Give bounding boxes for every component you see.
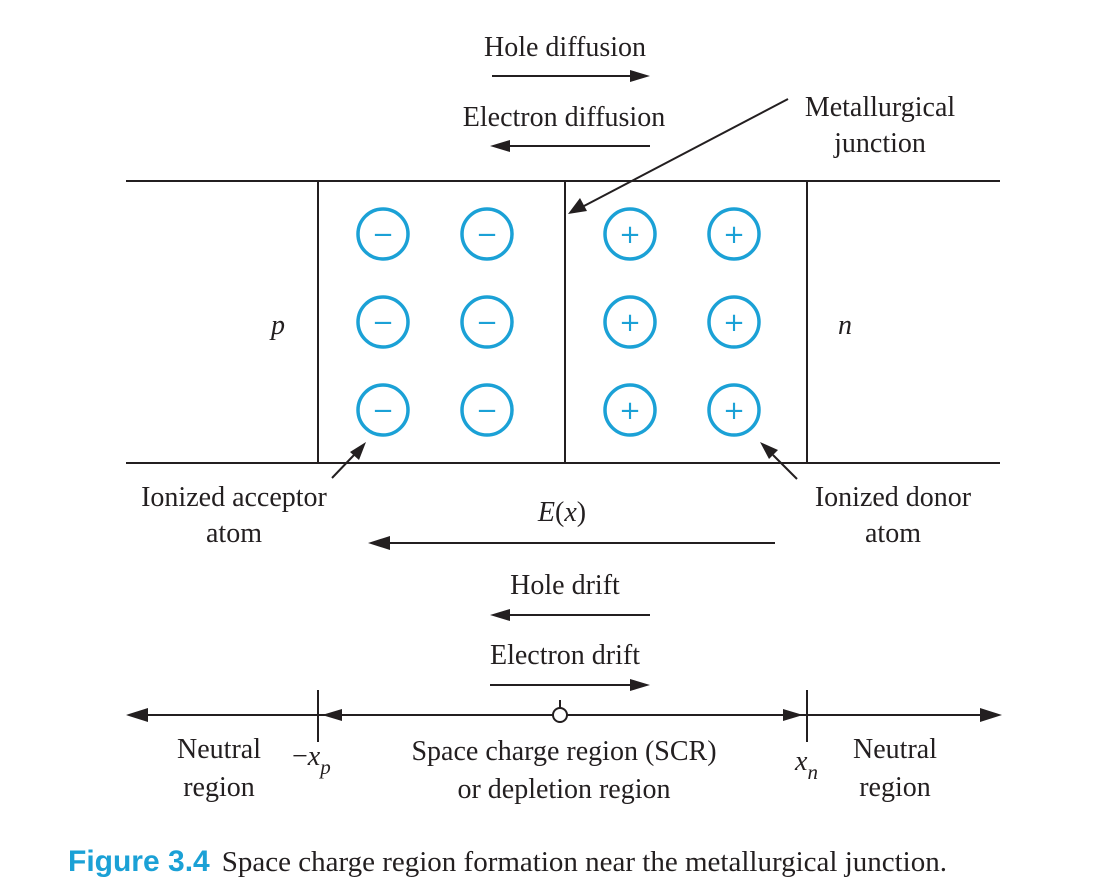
donor-pointer-arrow [760, 442, 798, 480]
neutral-region-left-line1: Neutral [177, 734, 261, 765]
electron-drift-arrow [490, 679, 650, 691]
neutral-region-right-line2: region [859, 772, 931, 803]
acceptor-ion: − [356, 207, 410, 261]
svg-text:−: − [372, 308, 394, 338]
svg-text:−: − [476, 308, 498, 338]
figure-caption: Figure 3.4 Space charge region formation … [68, 845, 947, 878]
svg-text:+: + [723, 396, 745, 426]
donor-ion: + [707, 383, 761, 437]
electron-diffusion-arrow [490, 140, 650, 152]
neutral-region-left-line2: region [183, 772, 255, 803]
semiconductor-bar [126, 180, 1000, 464]
svg-text:+: + [619, 308, 641, 338]
acceptor-ion: − [460, 383, 514, 437]
svg-text:−: − [372, 396, 394, 426]
caption-text: Space charge region formation near the m… [222, 846, 947, 878]
ionized-donor-label-line1: Ionized donor [815, 482, 972, 513]
acceptor-ion: − [460, 207, 514, 261]
acceptor-ion: − [356, 295, 410, 349]
minus-xp-label: −xp [292, 741, 331, 779]
donor-ion: + [603, 207, 657, 261]
acceptor-ion: − [356, 383, 410, 437]
metallurgical-junction-label-line2: junction [833, 128, 926, 159]
donor-ion: + [603, 295, 657, 349]
donor-ion: + [707, 295, 761, 349]
hole-diffusion-arrow [492, 70, 650, 82]
xn-label: xn [794, 746, 818, 784]
ionized-donors: + + + + + + [603, 207, 761, 437]
ionized-acceptors: − − − − − − [356, 207, 514, 437]
donor-ion: + [707, 207, 761, 261]
svg-text:+: + [619, 220, 641, 250]
svg-text:+: + [723, 308, 745, 338]
metallurgical-junction-pointer [568, 98, 789, 214]
region-axis [126, 690, 1002, 742]
metallurgical-junction-label-line1: Metallurgical [805, 92, 956, 123]
ionized-acceptor-label-line2: atom [206, 518, 262, 549]
ionized-donor-label-line2: atom [865, 518, 921, 549]
donor-ion: + [603, 383, 657, 437]
electric-field-label: E(x) [537, 497, 586, 528]
hole-drift-arrow [490, 609, 650, 621]
svg-text:−: − [372, 220, 394, 250]
scr-label-line2: or depletion region [457, 774, 670, 805]
scr-label-line1: Space charge region (SCR) [411, 736, 716, 767]
hole-drift-label: Hole drift [510, 570, 620, 601]
svg-text:−: − [476, 220, 498, 250]
p-region-label: p [269, 310, 285, 341]
electron-drift-label: Electron drift [490, 640, 640, 671]
ionized-acceptor-label-line1: Ionized acceptor [141, 482, 327, 513]
neutral-region-right-line1: Neutral [853, 734, 937, 765]
svg-text:+: + [723, 220, 745, 250]
electron-diffusion-label: Electron diffusion [463, 102, 665, 133]
acceptor-pointer-arrow [331, 442, 366, 479]
hole-diffusion-label: Hole diffusion [484, 32, 646, 63]
electric-field-arrow [368, 536, 775, 550]
svg-text:+: + [619, 396, 641, 426]
junction-origin-marker [552, 707, 568, 723]
svg-text:−: − [476, 396, 498, 426]
acceptor-ion: − [460, 295, 514, 349]
figure-number: Figure 3.4 [68, 845, 210, 878]
n-region-label: n [838, 310, 852, 341]
